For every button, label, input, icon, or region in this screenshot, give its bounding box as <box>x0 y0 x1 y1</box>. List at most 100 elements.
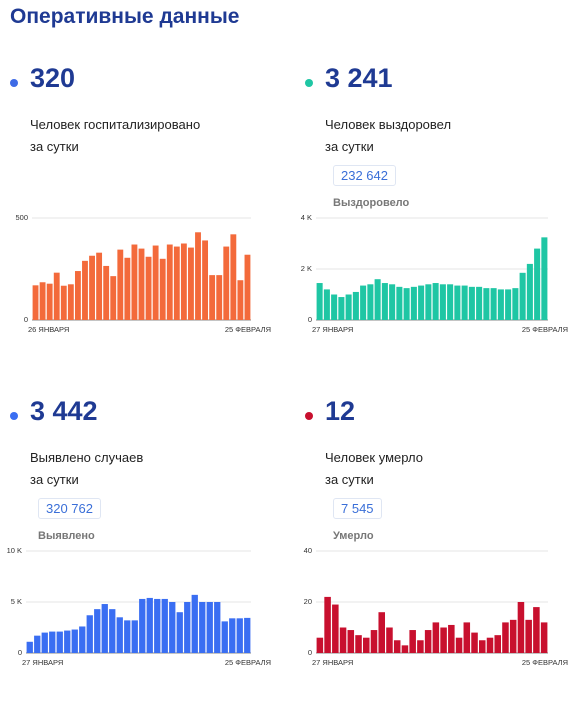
bar[interactable] <box>525 619 532 653</box>
bar[interactable] <box>206 602 213 653</box>
bar[interactable] <box>223 246 230 320</box>
bar[interactable] <box>505 289 512 320</box>
bar[interactable] <box>461 285 468 320</box>
bar[interactable] <box>534 248 541 320</box>
bar[interactable] <box>316 283 323 320</box>
bar[interactable] <box>110 276 117 320</box>
bar[interactable] <box>448 624 455 653</box>
bar[interactable] <box>425 284 432 320</box>
bar[interactable] <box>447 284 454 320</box>
bar[interactable] <box>230 234 237 320</box>
bar[interactable] <box>517 602 525 653</box>
bar[interactable] <box>519 272 526 320</box>
bar[interactable] <box>180 243 187 321</box>
bar[interactable] <box>221 621 228 653</box>
bar[interactable] <box>541 237 548 320</box>
bar[interactable] <box>417 640 424 653</box>
bar[interactable] <box>468 286 475 320</box>
bar[interactable] <box>152 245 159 320</box>
bar[interactable] <box>103 265 110 320</box>
bar[interactable] <box>432 283 439 320</box>
bar[interactable] <box>96 252 103 320</box>
bar[interactable] <box>49 631 56 653</box>
bar[interactable] <box>455 637 463 653</box>
bar[interactable] <box>117 249 124 320</box>
bar[interactable] <box>32 285 39 320</box>
bar[interactable] <box>244 617 251 653</box>
bar[interactable] <box>381 283 388 320</box>
bar[interactable] <box>471 632 478 653</box>
bar[interactable] <box>540 622 548 653</box>
bar[interactable] <box>479 640 486 653</box>
bar[interactable] <box>370 630 378 653</box>
bar[interactable] <box>403 288 410 321</box>
bar[interactable] <box>401 645 409 653</box>
bar[interactable] <box>236 618 243 653</box>
bar[interactable] <box>86 615 93 653</box>
bar[interactable] <box>494 635 501 653</box>
bar[interactable] <box>386 627 393 654</box>
bar[interactable] <box>393 640 401 653</box>
bar[interactable] <box>490 288 497 321</box>
bar[interactable] <box>244 254 251 320</box>
bar[interactable] <box>199 602 206 653</box>
bar[interactable] <box>101 604 108 653</box>
bar[interactable] <box>432 622 440 653</box>
bar[interactable] <box>389 284 396 320</box>
bar[interactable] <box>440 627 447 654</box>
bar[interactable] <box>363 637 370 653</box>
bar[interactable] <box>173 246 180 320</box>
bar[interactable] <box>89 255 95 320</box>
bar[interactable] <box>439 284 446 320</box>
bar[interactable] <box>94 609 101 653</box>
bar[interactable] <box>195 232 201 320</box>
bar[interactable] <box>396 286 403 320</box>
bar[interactable] <box>46 283 53 320</box>
bar[interactable] <box>418 285 425 320</box>
bar[interactable] <box>216 275 223 320</box>
bar[interactable] <box>410 286 417 320</box>
bar[interactable] <box>237 280 244 320</box>
bar[interactable] <box>138 248 145 320</box>
bar[interactable] <box>424 630 432 653</box>
bar[interactable] <box>338 297 345 320</box>
bar[interactable] <box>323 289 330 320</box>
bar[interactable] <box>355 635 362 653</box>
bar[interactable] <box>191 594 198 653</box>
bar[interactable] <box>109 609 116 653</box>
bar[interactable] <box>214 602 221 653</box>
bar[interactable] <box>463 622 471 653</box>
bar[interactable] <box>146 597 153 653</box>
bar[interactable] <box>331 294 338 321</box>
bar[interactable] <box>74 271 81 320</box>
bar[interactable] <box>486 637 494 653</box>
bar[interactable] <box>374 279 381 320</box>
bar[interactable] <box>209 275 216 320</box>
bar[interactable] <box>497 289 504 320</box>
bar[interactable] <box>176 612 183 653</box>
bar[interactable] <box>169 602 176 653</box>
bar[interactable] <box>145 256 152 320</box>
bar[interactable] <box>53 272 60 320</box>
bar[interactable] <box>124 257 131 320</box>
bar[interactable] <box>166 244 173 320</box>
bar[interactable] <box>60 285 67 320</box>
bar[interactable] <box>454 285 461 320</box>
bar[interactable] <box>324 596 331 653</box>
bar[interactable] <box>367 284 374 320</box>
bar[interactable] <box>131 620 138 653</box>
bar[interactable] <box>347 630 355 653</box>
bar[interactable] <box>483 288 490 321</box>
bar[interactable] <box>56 631 63 653</box>
bar[interactable] <box>345 294 352 321</box>
bar[interactable] <box>124 620 131 653</box>
bar[interactable] <box>161 598 168 653</box>
bar[interactable] <box>39 282 46 320</box>
bar[interactable] <box>409 630 416 653</box>
bar[interactable] <box>82 260 88 320</box>
bar[interactable] <box>202 240 209 320</box>
bar[interactable] <box>526 263 533 320</box>
bar[interactable] <box>509 619 517 653</box>
bar[interactable] <box>184 602 191 653</box>
bar[interactable] <box>339 627 347 654</box>
